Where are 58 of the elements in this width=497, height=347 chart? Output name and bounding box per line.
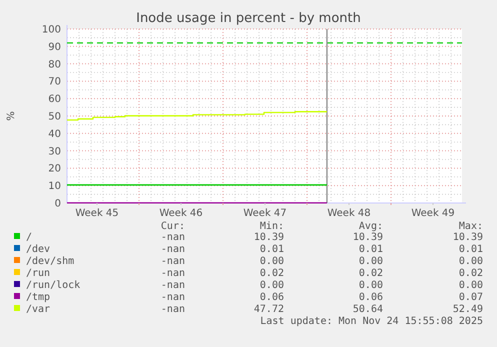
chart-title: Inode usage in percent - by month (136, 11, 361, 26)
x-tick-label: Week 47 (243, 208, 287, 219)
text: Avg: (358, 221, 383, 232)
y-tick-label: 50 (48, 112, 61, 122)
text: 0.06 (358, 292, 383, 303)
y-tick-label: 0 (54, 198, 61, 210)
text: Max: (458, 221, 483, 232)
y-tick-label: 100 (42, 24, 61, 36)
text: 0.01 (260, 244, 284, 255)
x-tick-label: Week 45 (75, 208, 119, 219)
text: 0.02 (358, 268, 383, 279)
text: 47.72 (254, 304, 284, 315)
text: 10.39 (254, 232, 284, 243)
legend-label: /run/lock (26, 280, 80, 291)
y-axis-title: % (6, 111, 17, 121)
legend-label: /dev/shm (26, 256, 74, 267)
x-tick-label: Week 48 (327, 208, 371, 219)
text: -nan (160, 244, 185, 255)
text: 10.39 (452, 232, 483, 243)
text: 0.02 (260, 268, 284, 279)
text: 52.49 (452, 304, 483, 315)
text: -nan (160, 304, 185, 315)
legend-label: /dev (26, 244, 50, 255)
text: -nan (160, 280, 185, 291)
legend-label: / (26, 232, 32, 243)
legend-label: /tmp (26, 292, 50, 303)
text: 0.00 (260, 280, 284, 291)
y-tick-label: 70 (48, 76, 61, 88)
y-tick-label: 30 (48, 146, 61, 158)
text: Min: (260, 221, 284, 232)
x-tick-label: Week 49 (411, 208, 455, 219)
text: -nan (160, 292, 185, 303)
text: 10.39 (352, 232, 383, 243)
text: 0.00 (458, 280, 483, 291)
text: 0.00 (458, 256, 483, 267)
text: 0.06 (260, 292, 284, 303)
legend-label: /run (26, 268, 50, 279)
text: 0.00 (260, 256, 284, 267)
y-tick-label: 80 (48, 59, 61, 70)
y-tick-label: 60 (48, 94, 61, 106)
y-tick-label: 40 (48, 128, 61, 140)
text: 0.00 (358, 280, 383, 291)
legend-label: /var (26, 304, 50, 315)
text: 0.01 (458, 244, 483, 255)
text: 0.01 (358, 244, 383, 255)
y-tick-label: 20 (48, 164, 61, 175)
y-tick-label: 90 (48, 42, 61, 53)
text: -nan (160, 268, 185, 279)
text: 0.00 (358, 256, 383, 267)
text: -nan (160, 232, 185, 243)
text: 50.64 (352, 304, 383, 315)
x-tick-label: Week 46 (159, 208, 203, 219)
text: Last update: Mon Nov 24 15:55:08 2025 (260, 316, 483, 327)
y-tick-label: 10 (48, 181, 61, 192)
text: 0.02 (458, 268, 483, 279)
text: 0.07 (458, 292, 483, 303)
text: Cur: (160, 221, 185, 232)
text: -nan (160, 256, 185, 267)
